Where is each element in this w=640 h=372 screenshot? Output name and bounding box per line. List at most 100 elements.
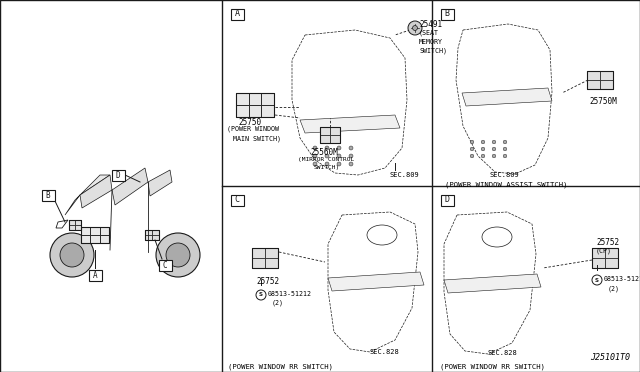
Circle shape <box>50 233 94 277</box>
Bar <box>249 105 261 117</box>
Bar <box>605 248 618 258</box>
Circle shape <box>413 26 417 31</box>
Circle shape <box>313 154 317 158</box>
Bar <box>69 220 75 225</box>
Circle shape <box>349 162 353 166</box>
Text: J25101T0: J25101T0 <box>590 353 630 362</box>
Bar <box>236 93 249 105</box>
Polygon shape <box>322 205 428 358</box>
Circle shape <box>337 146 341 150</box>
Text: SEC.809: SEC.809 <box>390 172 420 178</box>
Text: 08513-51212: 08513-51212 <box>604 276 640 282</box>
Circle shape <box>481 154 485 158</box>
Text: (SEAT: (SEAT <box>419 30 439 36</box>
Text: A: A <box>93 270 97 279</box>
Circle shape <box>503 154 507 158</box>
Text: S: S <box>595 278 599 282</box>
Bar <box>320 135 330 143</box>
Text: S: S <box>259 292 263 298</box>
Circle shape <box>492 140 496 144</box>
Text: (POWER WINDOW ASSIST SWITCH): (POWER WINDOW ASSIST SWITCH) <box>445 181 568 187</box>
Bar <box>252 248 265 258</box>
Polygon shape <box>56 220 68 228</box>
Bar <box>75 225 81 230</box>
Bar <box>145 230 152 235</box>
Text: 25491: 25491 <box>419 20 442 29</box>
Bar <box>252 258 265 268</box>
Bar <box>236 105 249 117</box>
Text: (2): (2) <box>608 285 620 292</box>
Circle shape <box>481 147 485 151</box>
Bar <box>111 170 125 180</box>
Text: SEC.828: SEC.828 <box>370 349 400 355</box>
Polygon shape <box>285 20 420 180</box>
Polygon shape <box>444 274 541 293</box>
Circle shape <box>470 140 474 144</box>
Text: C: C <box>163 260 167 269</box>
Bar <box>152 235 159 240</box>
Bar <box>230 9 243 19</box>
Circle shape <box>592 275 602 285</box>
Circle shape <box>470 154 474 158</box>
Bar <box>145 230 159 240</box>
Bar <box>236 93 274 117</box>
Circle shape <box>256 290 266 300</box>
Bar <box>592 248 618 268</box>
Bar <box>592 248 605 258</box>
Text: MAIN SWITCH): MAIN SWITCH) <box>233 135 281 141</box>
Circle shape <box>408 21 422 35</box>
Text: D: D <box>116 170 120 180</box>
Text: MEMORY: MEMORY <box>419 39 443 45</box>
Bar <box>88 269 102 280</box>
Bar <box>600 71 613 80</box>
Text: 25750M: 25750M <box>589 97 617 106</box>
Bar <box>592 258 605 268</box>
Bar <box>100 227 109 235</box>
Text: SWITCH): SWITCH) <box>419 48 447 55</box>
Bar <box>600 80 613 89</box>
Text: 25560M: 25560M <box>310 148 338 157</box>
Polygon shape <box>462 88 552 106</box>
Polygon shape <box>80 175 112 208</box>
Text: (MIRROR CONTROL: (MIRROR CONTROL <box>298 157 355 162</box>
Circle shape <box>325 154 329 158</box>
Bar <box>75 220 81 225</box>
Circle shape <box>349 154 353 158</box>
Text: (POWER WINDOW: (POWER WINDOW <box>227 126 279 132</box>
Circle shape <box>337 162 341 166</box>
Bar <box>440 195 454 205</box>
Circle shape <box>325 146 329 150</box>
Polygon shape <box>448 15 562 180</box>
Text: (POWER WINDOW RR SWITCH): (POWER WINDOW RR SWITCH) <box>440 364 545 371</box>
Bar <box>159 260 172 270</box>
Text: (CP): (CP) <box>596 247 612 253</box>
Bar <box>90 227 100 235</box>
Circle shape <box>156 233 200 277</box>
Circle shape <box>470 147 474 151</box>
Text: 25750: 25750 <box>238 118 261 127</box>
Text: (2): (2) <box>272 300 284 307</box>
Bar <box>320 127 340 143</box>
Ellipse shape <box>482 227 512 247</box>
Circle shape <box>166 243 190 267</box>
Circle shape <box>325 162 329 166</box>
Bar <box>320 127 330 135</box>
Polygon shape <box>300 115 400 133</box>
Bar <box>605 258 618 268</box>
Circle shape <box>60 243 84 267</box>
Text: B: B <box>45 190 51 199</box>
Bar <box>261 105 274 117</box>
Bar <box>252 248 278 268</box>
Bar <box>587 80 600 89</box>
Text: A: A <box>234 10 239 19</box>
Bar <box>81 227 90 235</box>
Bar <box>230 195 243 205</box>
Text: B: B <box>445 10 449 19</box>
Ellipse shape <box>367 225 397 245</box>
Bar <box>100 235 109 243</box>
Bar <box>81 227 109 243</box>
Bar <box>69 225 75 230</box>
Bar <box>587 71 600 80</box>
Bar <box>261 93 274 105</box>
Circle shape <box>337 154 341 158</box>
